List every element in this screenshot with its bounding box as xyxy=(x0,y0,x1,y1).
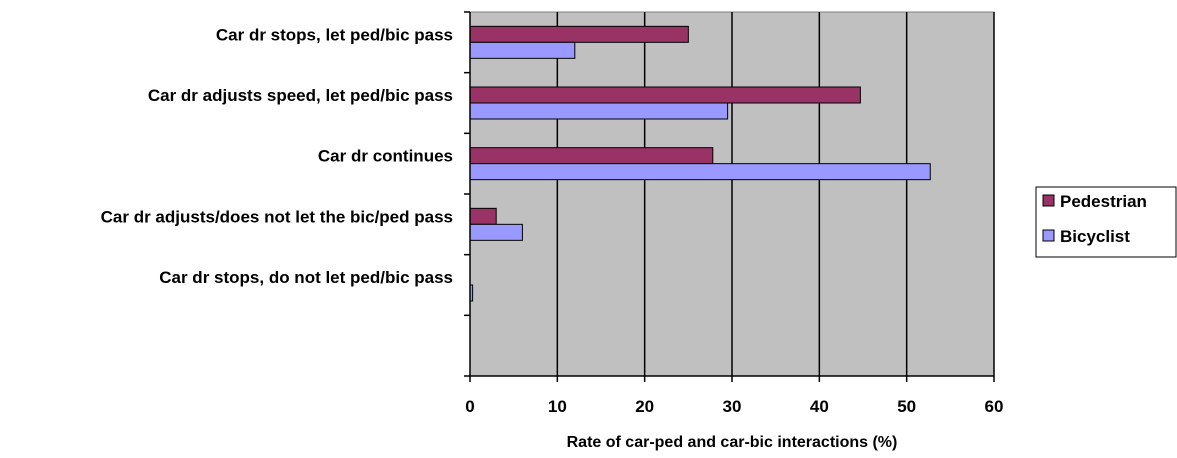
bar-bicyclist-1 xyxy=(469,102,729,120)
category-label: Car dr stops, let ped/bic pass xyxy=(216,25,453,44)
bar-bicyclist-3 xyxy=(469,223,523,241)
legend-swatch-bicyclist xyxy=(1042,229,1055,242)
bar-bicyclist-0 xyxy=(469,41,576,59)
category-label: Car dr adjusts speed, let ped/bic pass xyxy=(148,86,453,105)
category-label: Car dr stops, do not let ped/bic pass xyxy=(159,268,453,287)
x-tick-label: 50 xyxy=(897,397,916,416)
legend-label-pedestrian: Pedestrian xyxy=(1060,192,1147,211)
legend-box xyxy=(1035,186,1177,258)
gridlines xyxy=(556,12,995,376)
x-tick-labels: 0 10 20 30 40 50 60 xyxy=(465,397,1003,416)
bar-pedestrian-0 xyxy=(469,25,689,43)
x-tick-label: 0 xyxy=(465,397,474,416)
legend: Pedestrian Bicyclist xyxy=(1035,186,1177,258)
legend-label-bicyclist: Bicyclist xyxy=(1060,227,1130,246)
bar-pedestrian-3 xyxy=(469,207,497,225)
axes xyxy=(464,11,995,382)
bar-bicyclist-2 xyxy=(469,163,931,181)
x-tick-label: 40 xyxy=(810,397,829,416)
bars xyxy=(469,25,931,302)
category-labels: Car dr stops, let ped/bic pass Car dr adj… xyxy=(101,25,453,287)
x-axis-title: Rate of car-ped and car-bic interactions… xyxy=(567,434,898,451)
x-tick-label: 10 xyxy=(548,397,567,416)
x-tick-label: 20 xyxy=(635,397,654,416)
bar-pedestrian-2 xyxy=(469,147,714,165)
category-label: Car dr continues xyxy=(318,147,453,166)
x-tick-label: 30 xyxy=(723,397,742,416)
legend-swatch-pedestrian xyxy=(1042,194,1055,207)
category-label: Car dr adjusts/does not let the bic/ped … xyxy=(101,207,453,226)
x-tick-label: 60 xyxy=(985,397,1004,416)
bar-pedestrian-1 xyxy=(469,86,861,104)
